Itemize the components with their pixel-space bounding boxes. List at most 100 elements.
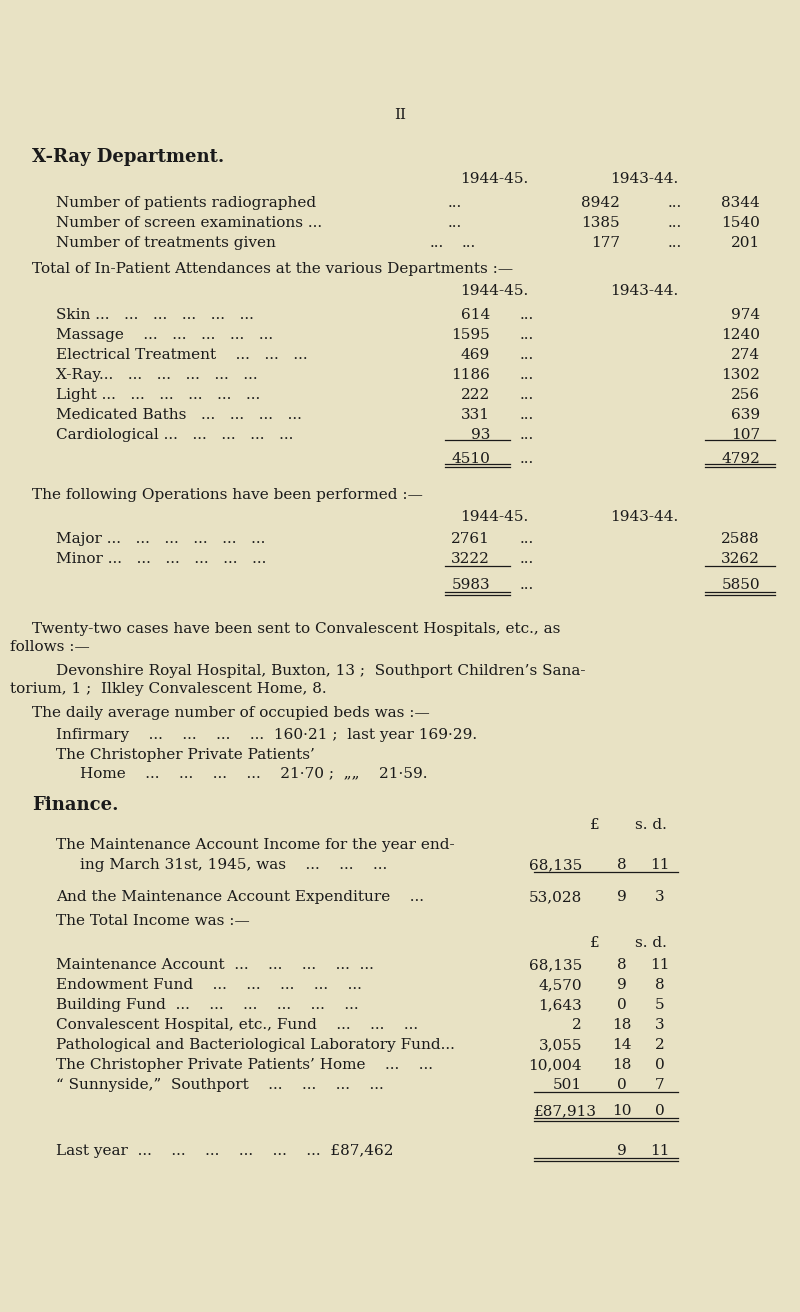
Text: The Maintenance Account Income for the year end-: The Maintenance Account Income for the y… bbox=[56, 838, 454, 851]
Text: Minor ...   ...   ...   ...   ...   ...: Minor ... ... ... ... ... ... bbox=[56, 552, 266, 565]
Text: ...: ... bbox=[448, 216, 462, 230]
Text: 1943-44.: 1943-44. bbox=[610, 172, 678, 186]
Text: 0: 0 bbox=[655, 1103, 665, 1118]
Text: Pathological and Bacteriological Laboratory Fund...: Pathological and Bacteriological Laborat… bbox=[56, 1038, 455, 1052]
Text: Convalescent Hospital, etc., Fund    ...    ...    ...: Convalescent Hospital, etc., Fund ... ..… bbox=[56, 1018, 418, 1033]
Text: 639: 639 bbox=[731, 408, 760, 422]
Text: 5: 5 bbox=[655, 998, 665, 1012]
Text: 7: 7 bbox=[655, 1078, 665, 1092]
Text: 11: 11 bbox=[650, 1144, 670, 1158]
Text: The daily average number of occupied beds was :—: The daily average number of occupied bed… bbox=[32, 706, 430, 720]
Text: 0: 0 bbox=[617, 998, 627, 1012]
Text: ...: ... bbox=[520, 328, 534, 342]
Text: ...: ... bbox=[520, 552, 534, 565]
Text: ing March 31st, 1945, was    ...    ...    ...: ing March 31st, 1945, was ... ... ... bbox=[80, 858, 387, 872]
Text: ...: ... bbox=[520, 308, 534, 321]
Text: 8: 8 bbox=[617, 958, 627, 972]
Text: 68,135: 68,135 bbox=[529, 858, 582, 872]
Text: 3: 3 bbox=[655, 1018, 665, 1033]
Text: 501: 501 bbox=[553, 1078, 582, 1092]
Text: ...: ... bbox=[520, 348, 534, 362]
Text: 2: 2 bbox=[572, 1018, 582, 1033]
Text: Endowment Fund    ...    ...    ...    ...    ...: Endowment Fund ... ... ... ... ... bbox=[56, 977, 362, 992]
Text: 0: 0 bbox=[655, 1057, 665, 1072]
Text: £: £ bbox=[590, 935, 600, 950]
Text: 2: 2 bbox=[655, 1038, 665, 1052]
Text: 3: 3 bbox=[655, 890, 665, 904]
Text: follows :—: follows :— bbox=[10, 640, 90, 653]
Text: s. d.: s. d. bbox=[635, 817, 667, 832]
Text: 274: 274 bbox=[731, 348, 760, 362]
Text: “ Sunnyside,”  Southport    ...    ...    ...    ...: “ Sunnyside,” Southport ... ... ... ... bbox=[56, 1078, 384, 1092]
Text: Devonshire Royal Hospital, Buxton, 13 ;  Southport Children’s Sana-: Devonshire Royal Hospital, Buxton, 13 ; … bbox=[56, 664, 586, 678]
Text: 53,028: 53,028 bbox=[529, 890, 582, 904]
Text: Major ...   ...   ...   ...   ...   ...: Major ... ... ... ... ... ... bbox=[56, 531, 266, 546]
Text: 201: 201 bbox=[730, 236, 760, 251]
Text: The following Operations have been performed :—: The following Operations have been perfo… bbox=[32, 488, 423, 502]
Text: 614: 614 bbox=[461, 308, 490, 321]
Text: Number of patients radiographed: Number of patients radiographed bbox=[56, 195, 316, 210]
Text: 1944-45.: 1944-45. bbox=[460, 510, 528, 523]
Text: II: II bbox=[394, 108, 406, 122]
Text: 1302: 1302 bbox=[721, 367, 760, 382]
Text: 2588: 2588 bbox=[722, 531, 760, 546]
Text: 18: 18 bbox=[612, 1057, 632, 1072]
Text: 469: 469 bbox=[461, 348, 490, 362]
Text: 974: 974 bbox=[731, 308, 760, 321]
Text: 9: 9 bbox=[617, 890, 627, 904]
Text: Massage    ...   ...   ...   ...   ...: Massage ... ... ... ... ... bbox=[56, 328, 273, 342]
Text: 1240: 1240 bbox=[721, 328, 760, 342]
Text: 222: 222 bbox=[461, 388, 490, 401]
Text: ...: ... bbox=[668, 216, 682, 230]
Text: The Total Income was :—: The Total Income was :— bbox=[56, 914, 250, 928]
Text: 10: 10 bbox=[612, 1103, 632, 1118]
Text: 1186: 1186 bbox=[451, 367, 490, 382]
Text: 5983: 5983 bbox=[451, 579, 490, 592]
Text: ...: ... bbox=[430, 236, 444, 251]
Text: 68,135: 68,135 bbox=[529, 958, 582, 972]
Text: X-Ray Department.: X-Ray Department. bbox=[32, 148, 224, 167]
Text: 8344: 8344 bbox=[722, 195, 760, 210]
Text: 5850: 5850 bbox=[722, 579, 760, 592]
Text: 8942: 8942 bbox=[581, 195, 620, 210]
Text: Twenty-two cases have been sent to Convalescent Hospitals, etc., as: Twenty-two cases have been sent to Conva… bbox=[32, 622, 560, 636]
Text: 11: 11 bbox=[650, 958, 670, 972]
Text: Last year  ...    ...    ...    ...    ...    ...  £87,462: Last year ... ... ... ... ... ... £87,46… bbox=[56, 1144, 394, 1158]
Text: 107: 107 bbox=[731, 428, 760, 442]
Text: 0: 0 bbox=[617, 1078, 627, 1092]
Text: 1385: 1385 bbox=[582, 216, 620, 230]
Text: Electrical Treatment    ...   ...   ...: Electrical Treatment ... ... ... bbox=[56, 348, 308, 362]
Text: 1,643: 1,643 bbox=[538, 998, 582, 1012]
Text: 10,004: 10,004 bbox=[528, 1057, 582, 1072]
Text: 8: 8 bbox=[655, 977, 665, 992]
Text: The Christopher Private Patients’: The Christopher Private Patients’ bbox=[56, 748, 315, 762]
Text: 331: 331 bbox=[461, 408, 490, 422]
Text: 4,570: 4,570 bbox=[538, 977, 582, 992]
Text: The Christopher Private Patients’ Home    ...    ...: The Christopher Private Patients’ Home .… bbox=[56, 1057, 433, 1072]
Text: Light ...   ...   ...   ...   ...   ...: Light ... ... ... ... ... ... bbox=[56, 388, 260, 401]
Text: And the Maintenance Account Expenditure    ...: And the Maintenance Account Expenditure … bbox=[56, 890, 424, 904]
Text: ...: ... bbox=[668, 236, 682, 251]
Text: Number of treatments given: Number of treatments given bbox=[56, 236, 276, 251]
Text: 3222: 3222 bbox=[451, 552, 490, 565]
Text: 9: 9 bbox=[617, 1144, 627, 1158]
Text: 2761: 2761 bbox=[451, 531, 490, 546]
Text: ...: ... bbox=[520, 428, 534, 442]
Text: £: £ bbox=[590, 817, 600, 832]
Text: 3262: 3262 bbox=[721, 552, 760, 565]
Text: 1595: 1595 bbox=[451, 328, 490, 342]
Text: s. d.: s. d. bbox=[635, 935, 667, 950]
Text: Maintenance Account  ...    ...    ...    ...  ...: Maintenance Account ... ... ... ... ... bbox=[56, 958, 374, 972]
Text: Infirmary    ...    ...    ...    ...  160·21 ;  last year 169·29.: Infirmary ... ... ... ... 160·21 ; last … bbox=[56, 728, 477, 743]
Text: 9: 9 bbox=[617, 977, 627, 992]
Text: Home    ...    ...    ...    ...    21·70 ;  „„    21·59.: Home ... ... ... ... 21·70 ; „„ 21·59. bbox=[80, 766, 427, 781]
Text: 177: 177 bbox=[591, 236, 620, 251]
Text: 1540: 1540 bbox=[721, 216, 760, 230]
Text: 1944-45.: 1944-45. bbox=[460, 283, 528, 298]
Text: Skin ...   ...   ...   ...   ...   ...: Skin ... ... ... ... ... ... bbox=[56, 308, 254, 321]
Text: 8: 8 bbox=[617, 858, 627, 872]
Text: torium, 1 ;  Ilkley Convalescent Home, 8.: torium, 1 ; Ilkley Convalescent Home, 8. bbox=[10, 682, 326, 695]
Text: 1944-45.: 1944-45. bbox=[460, 172, 528, 186]
Text: ...: ... bbox=[520, 367, 534, 382]
Text: 18: 18 bbox=[612, 1018, 632, 1033]
